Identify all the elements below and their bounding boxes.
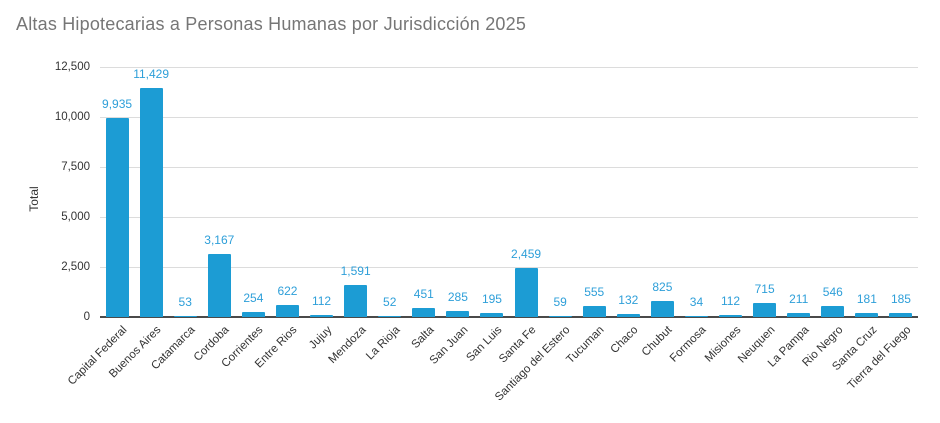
bar[interactable] bbox=[616, 314, 640, 317]
bar[interactable] bbox=[855, 313, 879, 317]
gridline bbox=[100, 167, 918, 168]
bar-value-label: 59 bbox=[553, 294, 567, 309]
bar[interactable] bbox=[889, 313, 913, 317]
y-tick-label: 2,500 bbox=[61, 261, 90, 273]
bar-value-label: 211 bbox=[789, 291, 809, 306]
bar[interactable] bbox=[821, 306, 845, 317]
bar[interactable] bbox=[582, 305, 606, 317]
bar-value-label: 132 bbox=[618, 293, 639, 308]
bar-value-label: 715 bbox=[754, 281, 775, 296]
bar[interactable] bbox=[514, 267, 538, 317]
bar-value-label: 254 bbox=[243, 290, 264, 305]
bar[interactable] bbox=[753, 302, 777, 317]
bar[interactable] bbox=[412, 307, 436, 317]
x-axis-line bbox=[100, 316, 918, 318]
bar-value-label: 825 bbox=[652, 279, 673, 294]
bar[interactable] bbox=[378, 315, 402, 317]
bar[interactable] bbox=[787, 312, 811, 317]
bar[interactable] bbox=[684, 315, 708, 317]
bar-value-label: 546 bbox=[822, 285, 843, 300]
bar-value-label: 11,429 bbox=[133, 67, 170, 82]
bar-value-label: 181 bbox=[856, 292, 877, 307]
bar-value-label: 3,167 bbox=[204, 232, 235, 247]
bar[interactable] bbox=[207, 253, 231, 317]
chart-title: Altas Hipotecarias a Personas Humanas po… bbox=[16, 14, 527, 34]
y-tick-label: 0 bbox=[83, 311, 90, 323]
bar-value-label: 112 bbox=[720, 293, 741, 308]
bar-value-label: 195 bbox=[481, 292, 502, 307]
bar[interactable] bbox=[275, 304, 299, 317]
gridline bbox=[100, 217, 918, 218]
bar[interactable] bbox=[344, 285, 368, 317]
bar[interactable] bbox=[650, 300, 674, 317]
gridline bbox=[100, 67, 918, 68]
bar-value-label: 555 bbox=[584, 284, 605, 299]
bar-value-label: 2,459 bbox=[511, 246, 542, 261]
y-tick-label: 7,500 bbox=[61, 161, 90, 173]
gridline bbox=[100, 267, 918, 268]
bar-value-label: 451 bbox=[413, 286, 434, 301]
bar[interactable] bbox=[139, 88, 163, 317]
y-tick-label: 5,000 bbox=[61, 211, 90, 223]
bar[interactable] bbox=[548, 315, 572, 317]
bar-value-label: 9,935 bbox=[102, 97, 133, 112]
bar[interactable] bbox=[480, 313, 504, 317]
bar[interactable] bbox=[310, 314, 334, 317]
bar-value-label: 53 bbox=[178, 294, 192, 309]
bar-value-label: 34 bbox=[689, 294, 704, 309]
bar-value-label: 1,591 bbox=[340, 264, 371, 279]
bar[interactable] bbox=[719, 314, 743, 317]
y-tick-label: 12,500 bbox=[54, 61, 90, 73]
bar-value-label: 52 bbox=[383, 294, 397, 309]
bar[interactable] bbox=[105, 118, 129, 317]
bar[interactable] bbox=[241, 311, 265, 317]
bar-value-label: 185 bbox=[890, 292, 911, 307]
gridline bbox=[100, 117, 918, 118]
bar[interactable] bbox=[446, 311, 470, 317]
bar[interactable] bbox=[173, 315, 197, 317]
bar-value-label: 112 bbox=[311, 293, 332, 308]
bar-value-label: 285 bbox=[447, 290, 468, 305]
y-tick-label: 10,000 bbox=[54, 111, 90, 123]
bar-value-label: 622 bbox=[277, 283, 298, 298]
